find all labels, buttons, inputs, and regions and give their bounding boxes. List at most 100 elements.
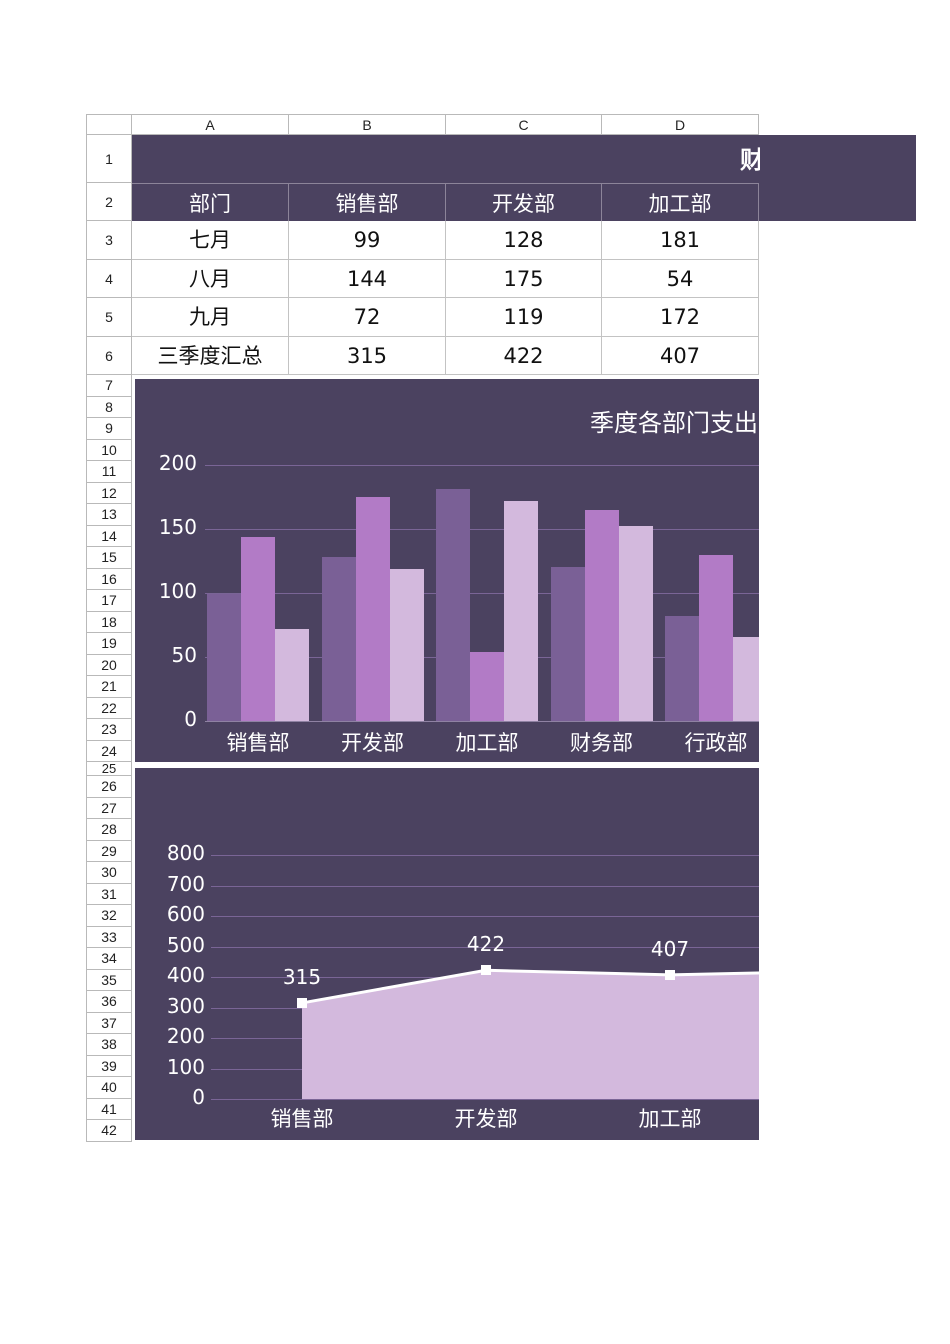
row-header[interactable]: 21 [86,676,132,698]
header-cell-processing[interactable]: 加工部 [602,183,759,221]
data-point-marker[interactable] [481,965,491,976]
month-cell[interactable]: 七月 [132,221,289,260]
row-header[interactable]: 2 [86,183,132,221]
data-label: 422 [466,932,506,957]
sales-cell[interactable]: 72 [289,298,446,337]
column-header-d[interactable]: D [602,114,759,135]
dev-cell[interactable]: 175 [446,260,602,298]
dev-cell[interactable]: 128 [446,221,602,260]
processing-cell[interactable]: 181 [602,221,759,260]
bar-1-3[interactable] [584,509,619,721]
row-header[interactable]: 13 [86,504,132,526]
bar-chart[interactable]: 季度各部门支出 0 50 100 150 200 销售部 开发部 加工部 财务部 行政部 [135,379,775,762]
row-header[interactable]: 1 [86,135,132,183]
row-header[interactable]: 18 [86,611,132,633]
row-header[interactable]: 11 [86,461,132,483]
processing-cell[interactable]: 407 [602,337,759,375]
row-header[interactable]: 40 [86,1077,132,1099]
y-tick-label: 0 [184,707,197,731]
data-point-marker[interactable] [297,997,307,1008]
row-header[interactable]: 33 [86,926,132,948]
row-header[interactable]: 42 [86,1120,132,1142]
x-tick-label: 加工部 [455,731,519,755]
row-header[interactable]: 24 [86,740,132,762]
row-header[interactable]: 35 [86,969,132,991]
row-header[interactable]: 39 [86,1055,132,1077]
processing-cell[interactable]: 54 [602,260,759,298]
row-header[interactable]: 29 [86,840,132,862]
row-header[interactable]: 26 [86,776,132,798]
bar-0-2[interactable] [436,489,470,721]
row-header[interactable]: 15 [86,547,132,569]
sales-cell[interactable]: 315 [289,337,446,375]
bar-0-0[interactable] [207,594,241,721]
processing-cell[interactable]: 172 [602,298,759,337]
row-header[interactable]: 25 [86,762,132,776]
bar-2-0[interactable] [275,628,309,721]
row-header[interactable]: 19 [86,633,132,655]
x-tick-label: 加工部 [638,1107,702,1131]
bar-1-1[interactable] [355,497,390,721]
bar-1-0[interactable] [241,536,275,721]
row-header[interactable]: 7 [86,375,132,397]
y-tick-label: 300 [166,993,205,1018]
row-header[interactable]: 16 [86,568,132,590]
column-header-c[interactable]: C [446,114,602,135]
month-cell[interactable]: 三季度汇总 [132,337,289,375]
column-header-a[interactable]: A [132,114,289,135]
x-tick-label: 销售部 [270,1107,334,1131]
row-header[interactable]: 6 [86,337,132,375]
month-cell[interactable]: 八月 [132,260,289,298]
row-header[interactable]: 31 [86,883,132,905]
bar-0-1[interactable] [321,557,356,721]
row-header[interactable]: 20 [86,654,132,676]
row-header[interactable]: 27 [86,797,132,819]
header-cell-department[interactable]: 部门 [132,183,289,221]
bar-1-2[interactable] [470,651,504,721]
bar-1-4[interactable] [699,554,733,721]
row-header[interactable]: 12 [86,482,132,504]
row-header[interactable]: 41 [86,1098,132,1120]
row-header[interactable]: 37 [86,1012,132,1034]
row-header[interactable]: 22 [86,697,132,719]
sales-cell[interactable]: 144 [289,260,446,298]
area-chart[interactable]: 0 100 200 300 400 500 600 700 800 315 销售部 422 开发部 40… [135,768,775,1140]
row-header[interactable]: 38 [86,1034,132,1056]
row-header[interactable]: 5 [86,298,132,337]
row-header[interactable]: 14 [86,525,132,547]
header-cell-sales[interactable]: 销售部 [289,183,446,221]
row-header[interactable]: 30 [86,862,132,884]
sales-cell[interactable]: 99 [289,221,446,260]
bar-0-3[interactable] [550,567,585,721]
bar-2-3[interactable] [618,526,653,721]
row-header[interactable]: 34 [86,948,132,970]
row-header[interactable]: 9 [86,418,132,440]
month-cell[interactable]: 九月 [132,298,289,337]
select-all-corner[interactable] [86,114,132,135]
dev-cell[interactable]: 119 [446,298,602,337]
gridline [211,946,775,948]
row-header[interactable]: 3 [86,221,132,260]
gridline [205,465,775,466]
row-header[interactable]: 8 [86,396,132,418]
row-header[interactable]: 23 [86,719,132,741]
row-header[interactable]: 36 [86,991,132,1013]
y-tick-label: 600 [166,902,205,926]
header-cell-dev[interactable]: 开发部 [446,183,602,221]
sheet-title: 财 [740,146,760,174]
row-header[interactable]: 32 [86,905,132,927]
page-margin [759,374,950,1154]
column-header-b[interactable]: B [289,114,446,135]
row-header[interactable]: 17 [86,590,132,612]
row-header[interactable]: 28 [86,819,132,841]
bar-2-2[interactable] [504,500,538,721]
x-tick-label: 销售部 [226,731,290,755]
dev-cell[interactable]: 422 [446,337,602,375]
data-point-marker[interactable] [665,969,675,980]
bar-0-4[interactable] [665,616,699,721]
bar-2-1[interactable] [389,568,424,721]
row-header[interactable]: 10 [86,439,132,461]
y-tick-label: 100 [166,1054,205,1079]
y-tick-label: 800 [166,841,205,865]
row-header[interactable]: 4 [86,260,132,298]
